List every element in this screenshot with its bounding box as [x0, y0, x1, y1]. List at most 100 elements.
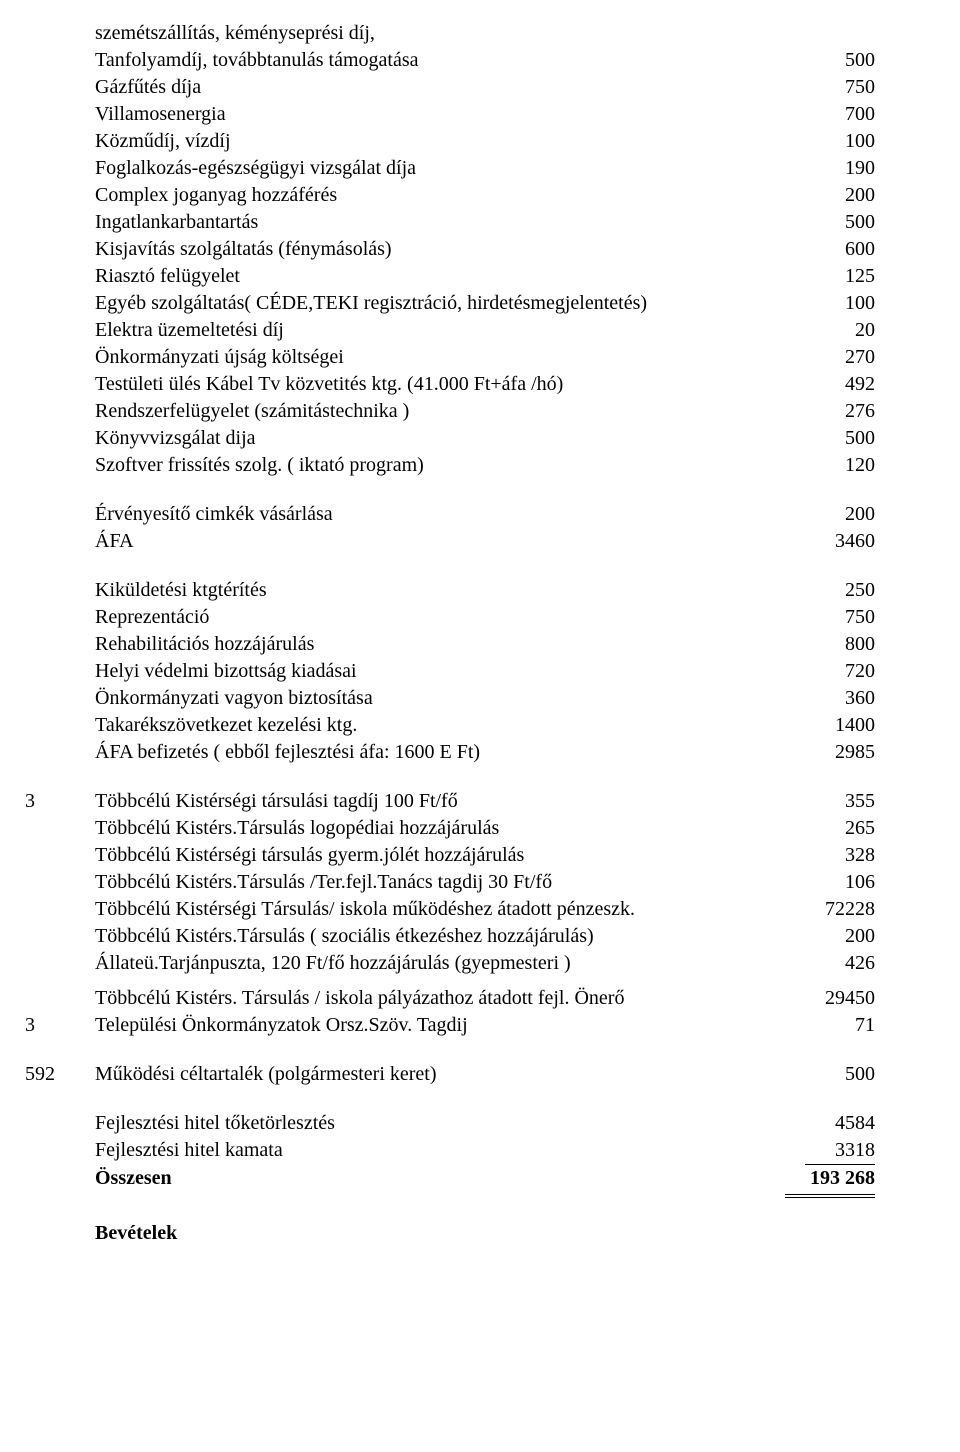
- label-cell: szemétszállítás, kéményseprési díj,: [95, 20, 785, 47]
- label-cell: Villamosenergia: [95, 101, 785, 128]
- code-cell: [25, 1110, 95, 1137]
- line-item: Többcélú Kistérs. Társulás / iskola pály…: [25, 985, 875, 1012]
- label-cell: Testületi ülés Kábel Tv közvetités ktg. …: [95, 371, 785, 398]
- line-item: Könyvvizsgálat dija500: [25, 425, 875, 452]
- code-cell: [25, 236, 95, 263]
- value-cell: 2985: [785, 739, 875, 766]
- spacer: [25, 1088, 875, 1110]
- code-cell: [25, 631, 95, 658]
- code-cell: [25, 685, 95, 712]
- code-cell: 3: [25, 1012, 95, 1039]
- value-cell: 193 268: [785, 1165, 875, 1198]
- label-cell: Többcélú Kistérségi társulás gyerm.jólét…: [95, 842, 785, 869]
- code-cell: [25, 1137, 95, 1165]
- line-item: Szoftver frissítés szolg. ( iktató progr…: [25, 452, 875, 479]
- value-cell: 106: [785, 869, 875, 896]
- label-cell: Állateü.Tarjánpuszta, 120 Ft/fő hozzájár…: [95, 950, 785, 977]
- line-item: Egyéb szolgáltatás( CÉDE,TEKI regisztrác…: [25, 290, 875, 317]
- label-cell: Bevételek: [95, 1220, 785, 1247]
- value-cell: 276: [785, 398, 875, 425]
- line-item: Többcélú Kistérs.Társulás ( szociális ét…: [25, 923, 875, 950]
- code-cell: [25, 1220, 95, 1247]
- value-cell: 750: [785, 604, 875, 631]
- label-cell: Tanfolyamdíj, továbbtanulás támogatása: [95, 47, 785, 74]
- code-cell: [25, 371, 95, 398]
- label-cell: Elektra üzemeltetési díj: [95, 317, 785, 344]
- line-item: Többcélú Kistérs.Társulás /Ter.fejl.Taná…: [25, 869, 875, 896]
- label-cell: Működési céltartalék (polgármesteri kere…: [95, 1061, 785, 1088]
- line-item: Ingatlankarbantartás500: [25, 209, 875, 236]
- label-cell: Rehabilitációs hozzájárulás: [95, 631, 785, 658]
- value-cell: 100: [785, 290, 875, 317]
- value-cell: 125: [785, 263, 875, 290]
- value-cell: 4584: [785, 1110, 875, 1137]
- label-cell: Fejlesztési hitel tőketörlesztés: [95, 1110, 785, 1137]
- code-cell: [25, 501, 95, 528]
- label-cell: Reprezentáció: [95, 604, 785, 631]
- line-item: Rendszerfelügyelet (számitástechnika )27…: [25, 398, 875, 425]
- label-cell: Önkormányzati újság költségei: [95, 344, 785, 371]
- value-cell: [785, 1220, 875, 1247]
- label-cell: Helyi védelmi bizottság kiadásai: [95, 658, 785, 685]
- value-cell: 200: [785, 923, 875, 950]
- code-cell: [25, 896, 95, 923]
- code-cell: 592: [25, 1061, 95, 1088]
- line-item: Helyi védelmi bizottság kiadásai720: [25, 658, 875, 685]
- code-cell: [25, 425, 95, 452]
- line-item: ÁFA3460: [25, 528, 875, 555]
- line-item: 3Többcélú Kistérségi társulási tagdíj 10…: [25, 788, 875, 815]
- code-cell: [25, 155, 95, 182]
- label-cell: Complex joganyag hozzáférés: [95, 182, 785, 209]
- value-cell: [785, 20, 875, 47]
- spacer: [25, 766, 875, 788]
- label-cell: Közműdíj, vízdíj: [95, 128, 785, 155]
- code-cell: [25, 950, 95, 977]
- label-cell: Többcélú Kistérs.Társulás /Ter.fejl.Taná…: [95, 869, 785, 896]
- code-cell: [25, 923, 95, 950]
- value-cell: 500: [785, 209, 875, 236]
- line-item: szemétszállítás, kéményseprési díj,: [25, 20, 875, 47]
- label-cell: Települési Önkormányzatok Orsz.Szöv. Tag…: [95, 1012, 785, 1039]
- value-cell: 200: [785, 501, 875, 528]
- value-cell: 100: [785, 128, 875, 155]
- label-cell: Kisjavítás szolgáltatás (fénymásolás): [95, 236, 785, 263]
- code-cell: [25, 128, 95, 155]
- label-cell: Takarékszövetkezet kezelési ktg.: [95, 712, 785, 739]
- value-cell: 500: [785, 425, 875, 452]
- value-cell: 1400: [785, 712, 875, 739]
- code-cell: [25, 317, 95, 344]
- value-cell: 120: [785, 452, 875, 479]
- code-cell: [25, 658, 95, 685]
- code-cell: [25, 712, 95, 739]
- label-cell: Rendszerfelügyelet (számitástechnika ): [95, 398, 785, 425]
- line-item: Gázfűtés díja750: [25, 74, 875, 101]
- code-cell: [25, 604, 95, 631]
- rows-container: szemétszállítás, kéményseprési díj,Tanfo…: [25, 20, 875, 1247]
- code-cell: [25, 209, 95, 236]
- line-item: Többcélú Kistérségi Társulás/ iskola műk…: [25, 896, 875, 923]
- document-page: szemétszállítás, kéményseprési díj,Tanfo…: [0, 0, 960, 1287]
- value-cell: 265: [785, 815, 875, 842]
- line-item: 3Települési Önkormányzatok Orsz.Szöv. Ta…: [25, 1012, 875, 1039]
- spacer: [25, 1198, 875, 1220]
- line-item: Villamosenergia700: [25, 101, 875, 128]
- line-item: Önkormányzati újság költségei270: [25, 344, 875, 371]
- value-cell: 72228: [785, 896, 875, 923]
- line-item: Önkormányzati vagyon biztosítása360: [25, 685, 875, 712]
- code-cell: [25, 263, 95, 290]
- label-cell: Többcélú Kistérségi Társulás/ iskola műk…: [95, 896, 785, 923]
- line-item: Elektra üzemeltetési díj20: [25, 317, 875, 344]
- code-cell: [25, 101, 95, 128]
- line-item: Foglalkozás-egészségügyi vizsgálat díja1…: [25, 155, 875, 182]
- value-cell: 3460: [785, 528, 875, 555]
- label-cell: Érvényesítő cimkék vásárlása: [95, 501, 785, 528]
- label-cell: Többcélú Kistérs.Társulás ( szociális ét…: [95, 923, 785, 950]
- value-cell: 200: [785, 182, 875, 209]
- code-cell: [25, 577, 95, 604]
- value-cell: 3318: [785, 1137, 875, 1165]
- label-cell: Többcélú Kistérségi társulási tagdíj 100…: [95, 788, 785, 815]
- label-cell: Önkormányzati vagyon biztosítása: [95, 685, 785, 712]
- line-item: Bevételek: [25, 1220, 875, 1247]
- spacer: [25, 555, 875, 577]
- line-item: Takarékszövetkezet kezelési ktg.1400: [25, 712, 875, 739]
